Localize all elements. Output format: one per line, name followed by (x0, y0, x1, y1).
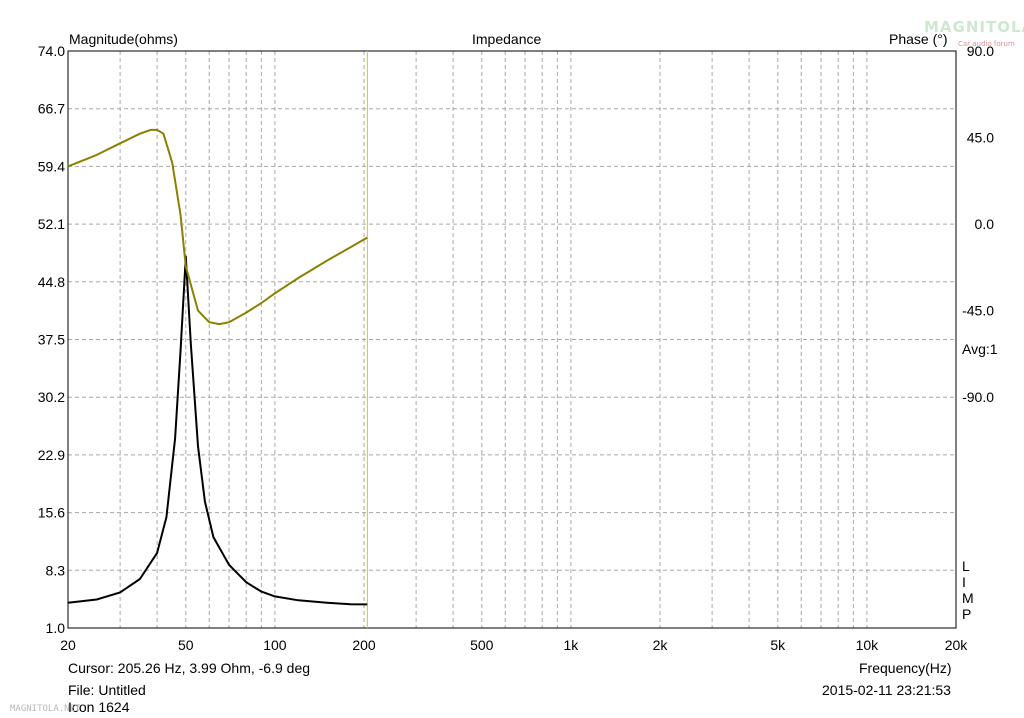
watermark-text: MAGNITOLA.NET (10, 704, 81, 714)
limp-letter-m: M (962, 590, 974, 606)
note-text: Icon 1624 (68, 699, 130, 715)
phase-series-line (67, 128, 368, 326)
y-right-tick-label: 90.0 (967, 43, 994, 59)
magnitude-series-line (67, 255, 368, 606)
x-tick-label: 200 (352, 637, 376, 653)
x-tick-label: 100 (263, 637, 287, 653)
y-left-tick-label: 59.4 (38, 158, 65, 174)
y-left-tick-label: 15.6 (38, 505, 65, 521)
y-right-tick-label: -45.0 (962, 303, 994, 319)
x-axis-label: Frequency(Hz) (859, 660, 952, 676)
x-tick-label: 20 (60, 637, 76, 653)
x-tick-label: 5k (770, 637, 786, 653)
y-left-tick-label: 44.8 (38, 274, 65, 290)
y-left-tick-label: 74.0 (38, 43, 65, 59)
limp-letter-l: L (962, 558, 970, 574)
right-axis-label: Phase (°) (889, 31, 948, 47)
x-tick-label: 500 (470, 637, 494, 653)
y-left-tick-label: 22.9 (38, 447, 65, 463)
x-tick-label: 2k (653, 637, 669, 653)
y-left-tick-label: 30.2 (38, 389, 65, 405)
cursor-readout: Cursor: 205.26 Hz, 3.99 Ohm, -6.9 deg (68, 660, 311, 676)
y-right-tick-label: 0.0 (975, 216, 995, 232)
avg-label: Avg:1 (962, 341, 998, 357)
y-left-tick-label: 52.1 (38, 216, 65, 232)
y-left-tick-label: 1.0 (46, 620, 66, 636)
plot-frame (67, 50, 957, 629)
y-left-tick-label: 37.5 (38, 332, 65, 348)
y-right-tick-label: -90.0 (962, 389, 994, 405)
chart-title: Impedance (472, 31, 542, 47)
limp-letter-p: P (962, 606, 972, 622)
timestamp: 2015-02-11 23:21:53 (822, 682, 951, 698)
x-tick-label: 20k (945, 637, 969, 653)
x-tick-label: 1k (563, 637, 579, 653)
x-tick-label: 10k (856, 637, 880, 653)
y-left-tick-label: 66.7 (38, 101, 65, 117)
y-left-tick-label: 8.3 (46, 562, 66, 578)
x-tick-label: 50 (178, 637, 194, 653)
limp-letter-i: I (962, 574, 966, 590)
file-name: File: Untitled (68, 682, 146, 698)
site-logo: MAGNITOLA (924, 18, 1024, 36)
site-logo-subtitle: Car audio forum (958, 40, 1015, 48)
left-axis-label: Magnitude(ohms) (69, 31, 178, 47)
y-right-tick-label: 45.0 (967, 130, 994, 146)
